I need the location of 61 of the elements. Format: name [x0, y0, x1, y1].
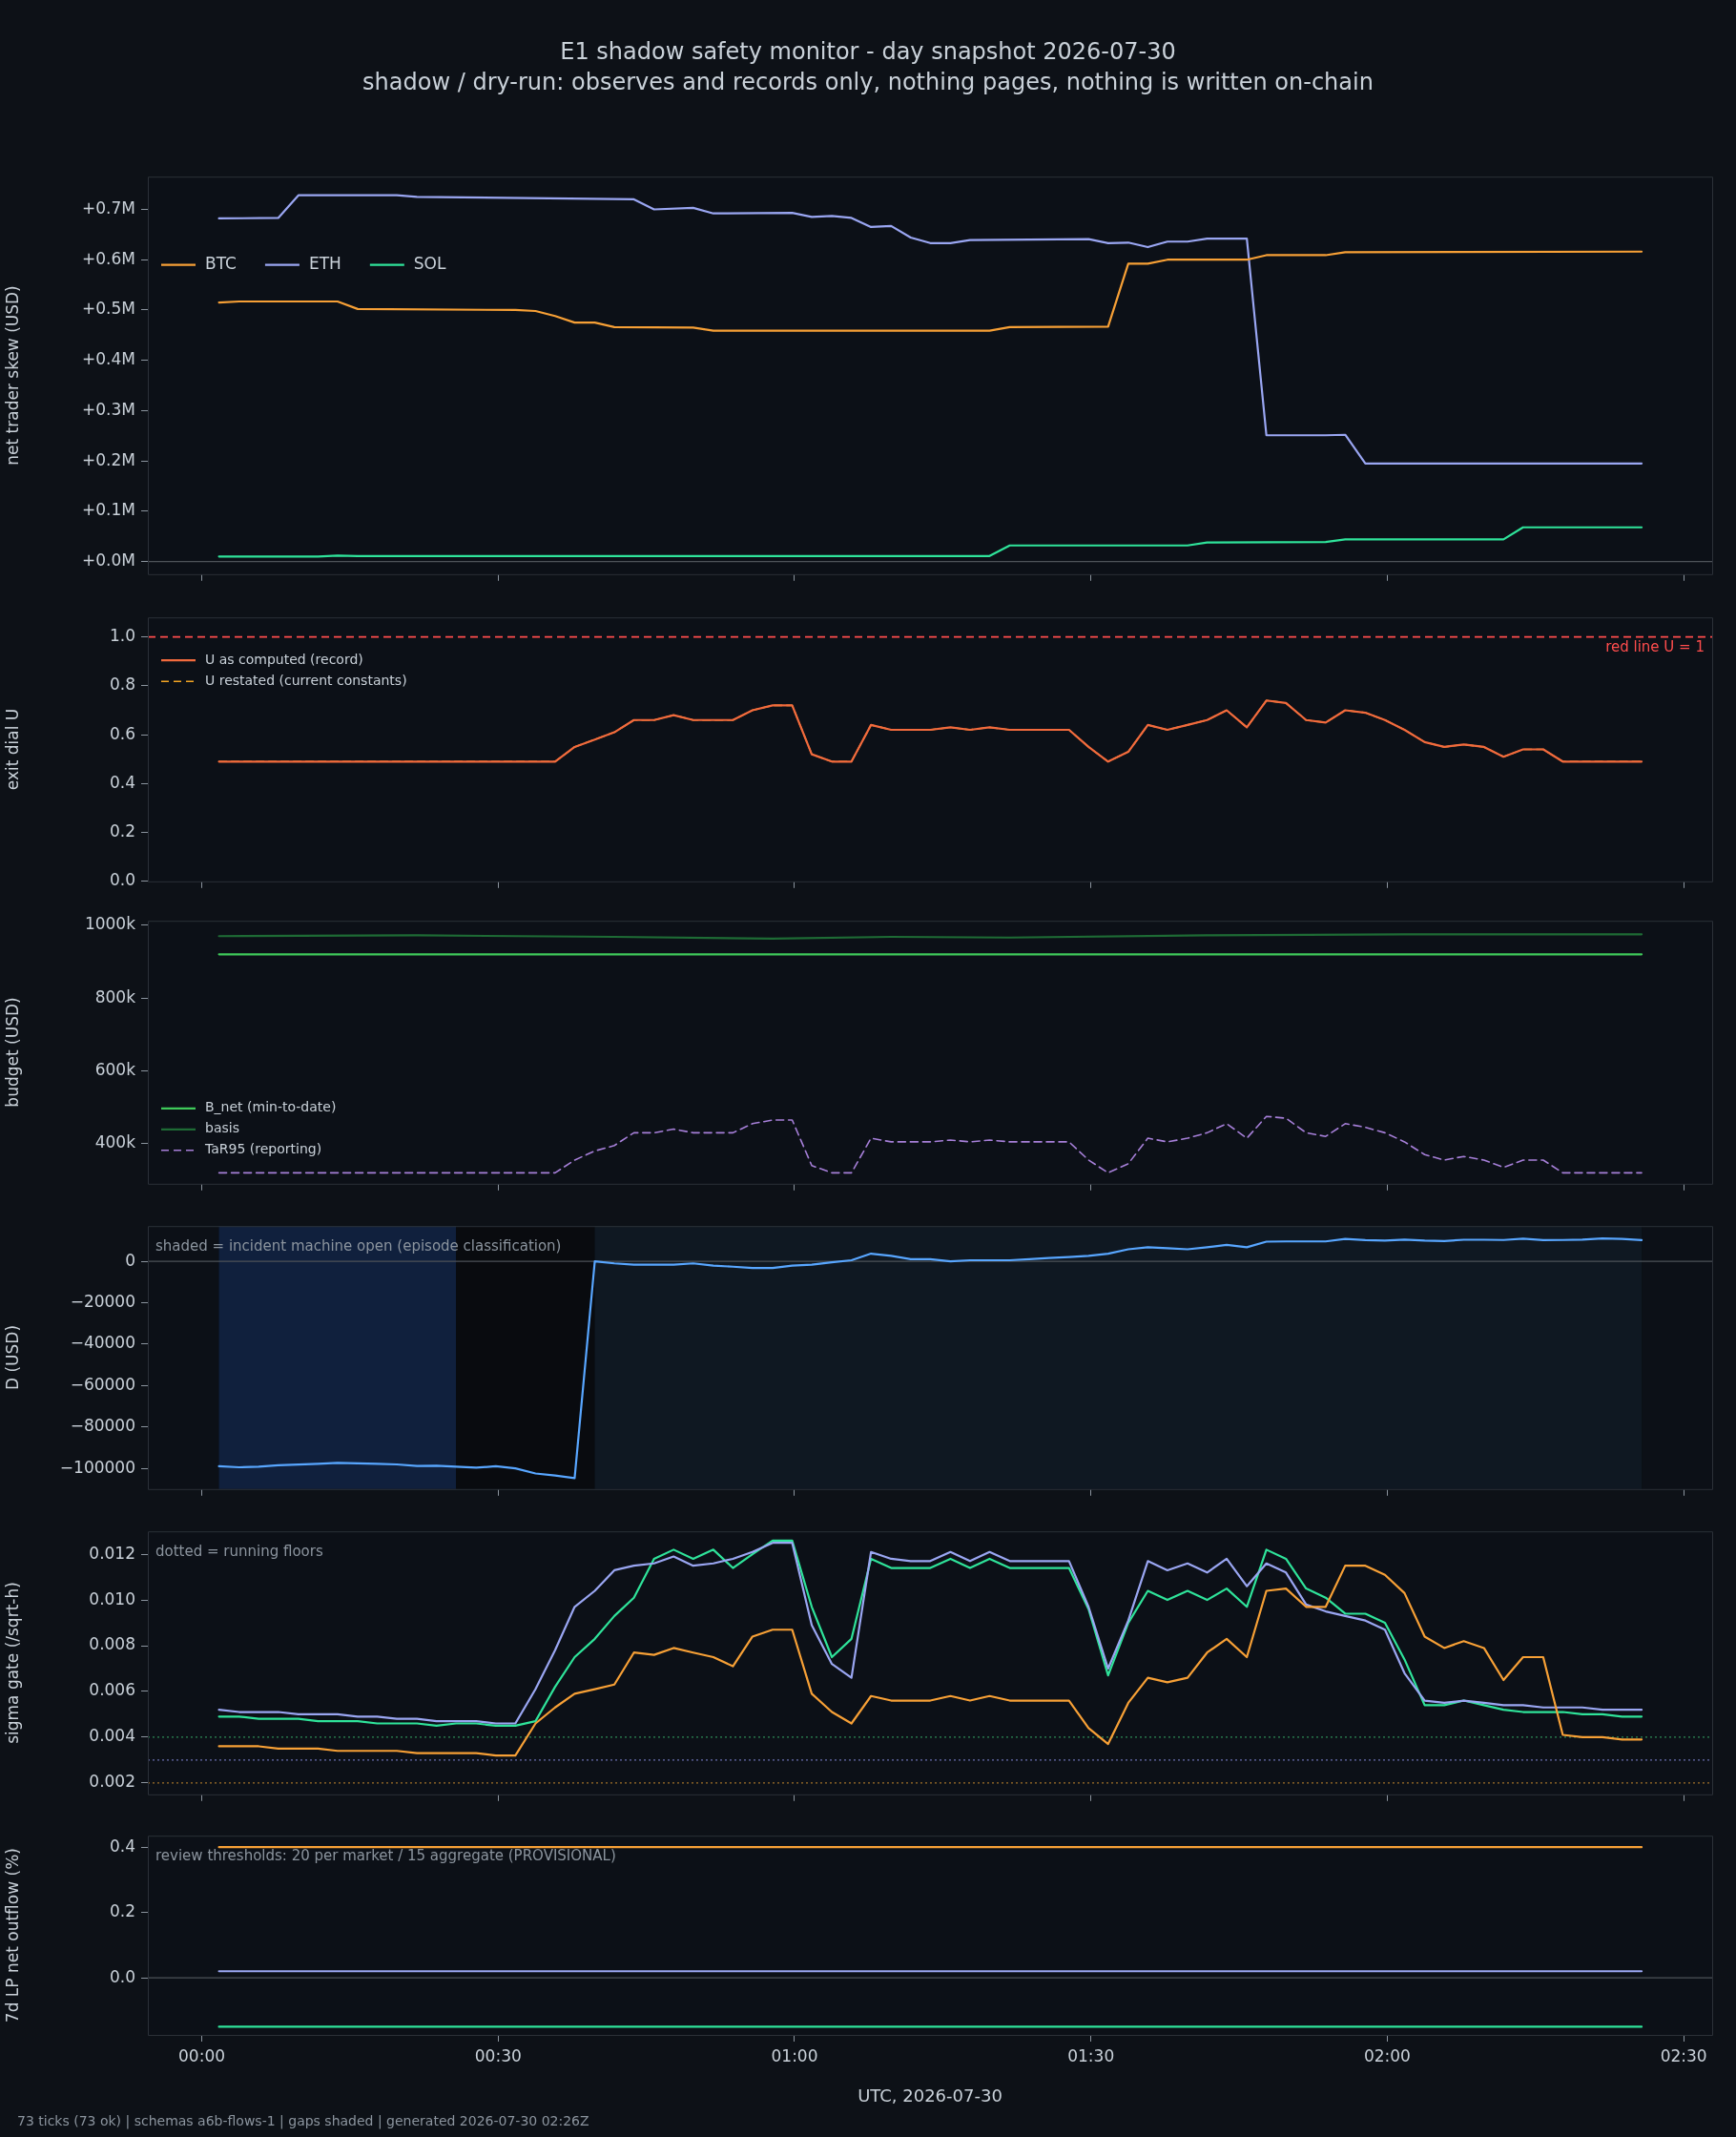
- y-tick-label: 0.2: [109, 821, 135, 840]
- x-tick-label: 00:00: [178, 2045, 226, 2065]
- y-tick-label: +0.0M: [82, 550, 135, 571]
- annotation: shaded = incident machine open (episode classification): [155, 1236, 562, 1255]
- y-tick-label: 1.0: [109, 626, 135, 646]
- y-tick-label: 0.8: [109, 674, 135, 695]
- legend-label: ETH: [308, 254, 341, 274]
- x-tick-label: 01:30: [1067, 2045, 1115, 2065]
- y-tick-label: 0.006: [89, 1680, 135, 1700]
- y-tick-label: 0: [125, 1250, 135, 1270]
- y-axis-title: budget (USD): [2, 997, 22, 1108]
- legend-label: U as computed (record): [205, 651, 363, 667]
- legend-label: U restated (current constants): [205, 672, 407, 688]
- y-tick-label: −20000: [70, 1291, 135, 1311]
- y-tick-label: −100000: [59, 1457, 135, 1477]
- legend-label: BTC: [205, 254, 237, 274]
- y-tick-label: 0.4: [109, 772, 135, 792]
- y-tick-label: 600k: [94, 1059, 136, 1079]
- y-tick-label: 0.0: [109, 870, 135, 890]
- ref-line-label: red line U = 1: [1605, 638, 1705, 656]
- x-tick-label: 02:30: [1660, 2045, 1707, 2065]
- y-axis-title: 7d LP net outflow (%): [2, 1848, 22, 2023]
- y-tick-label: −60000: [70, 1374, 135, 1394]
- y-axis-title: net trader skew (USD): [2, 285, 22, 466]
- x-tick-label: 00:30: [474, 2045, 522, 2065]
- x-tick-label: 01:00: [771, 2045, 818, 2065]
- y-tick-label: +0.6M: [82, 248, 135, 268]
- x-tick-label: 02:00: [1363, 2045, 1411, 2065]
- y-tick-label: +0.1M: [82, 500, 135, 520]
- y-axis-title: D (USD): [2, 1324, 22, 1391]
- annotation: dotted = running floors: [155, 1542, 323, 1560]
- legend-label: basis: [205, 1120, 239, 1136]
- chart-title: E1 shadow safety monitor - day snapshot 2026-07-30: [559, 38, 1177, 65]
- y-tick-label: 400k: [94, 1132, 136, 1152]
- x-axis-title: UTC, 2026-07-30: [858, 2085, 1002, 2106]
- y-tick-label: +0.4M: [82, 349, 135, 369]
- y-tick-label: +0.5M: [82, 299, 135, 319]
- legend-label: SOL: [413, 254, 446, 274]
- annotation: review thresholds: 20 per market / 15 aggregate (PROVISIONAL): [155, 1846, 616, 1864]
- y-tick-label: 0.004: [89, 1726, 135, 1746]
- legend-label: TaR95 (reporting): [204, 1141, 322, 1157]
- y-tick-label: 0.4: [109, 1836, 135, 1856]
- y-tick-label: 800k: [94, 986, 136, 1006]
- text: 73 ticks (73 ok) | schemas a6b-flows-1 | gaps shaded | generated 2026-07-30 02:26Z: [17, 2113, 589, 2128]
- y-tick-label: −80000: [70, 1416, 135, 1436]
- y-tick-label: 0.6: [109, 723, 135, 743]
- y-tick-label: 0.2: [109, 1901, 135, 1921]
- y-tick-label: +0.2M: [82, 449, 135, 469]
- y-tick-label: 0.008: [89, 1634, 135, 1654]
- y-tick-label: +0.7M: [82, 197, 135, 218]
- y-tick-label: 0.0: [109, 1966, 135, 1986]
- y-tick-label: 1000k: [84, 914, 136, 934]
- y-tick-label: 0.010: [89, 1588, 135, 1608]
- chart-subtitle: shadow / dry-run: observes and records only, nothing pages, nothing is written on-chain: [362, 69, 1374, 95]
- y-tick-label: 0.002: [89, 1772, 135, 1792]
- legend-label: B_net (min-to-date): [205, 1099, 337, 1115]
- y-axis-title: sigma gate (/sqrt-h): [2, 1582, 22, 1744]
- y-tick-label: −40000: [70, 1333, 135, 1353]
- y-tick-label: 0.012: [89, 1543, 135, 1563]
- y-axis-title: exit dial U: [2, 708, 22, 791]
- y-tick-label: +0.3M: [82, 399, 135, 419]
